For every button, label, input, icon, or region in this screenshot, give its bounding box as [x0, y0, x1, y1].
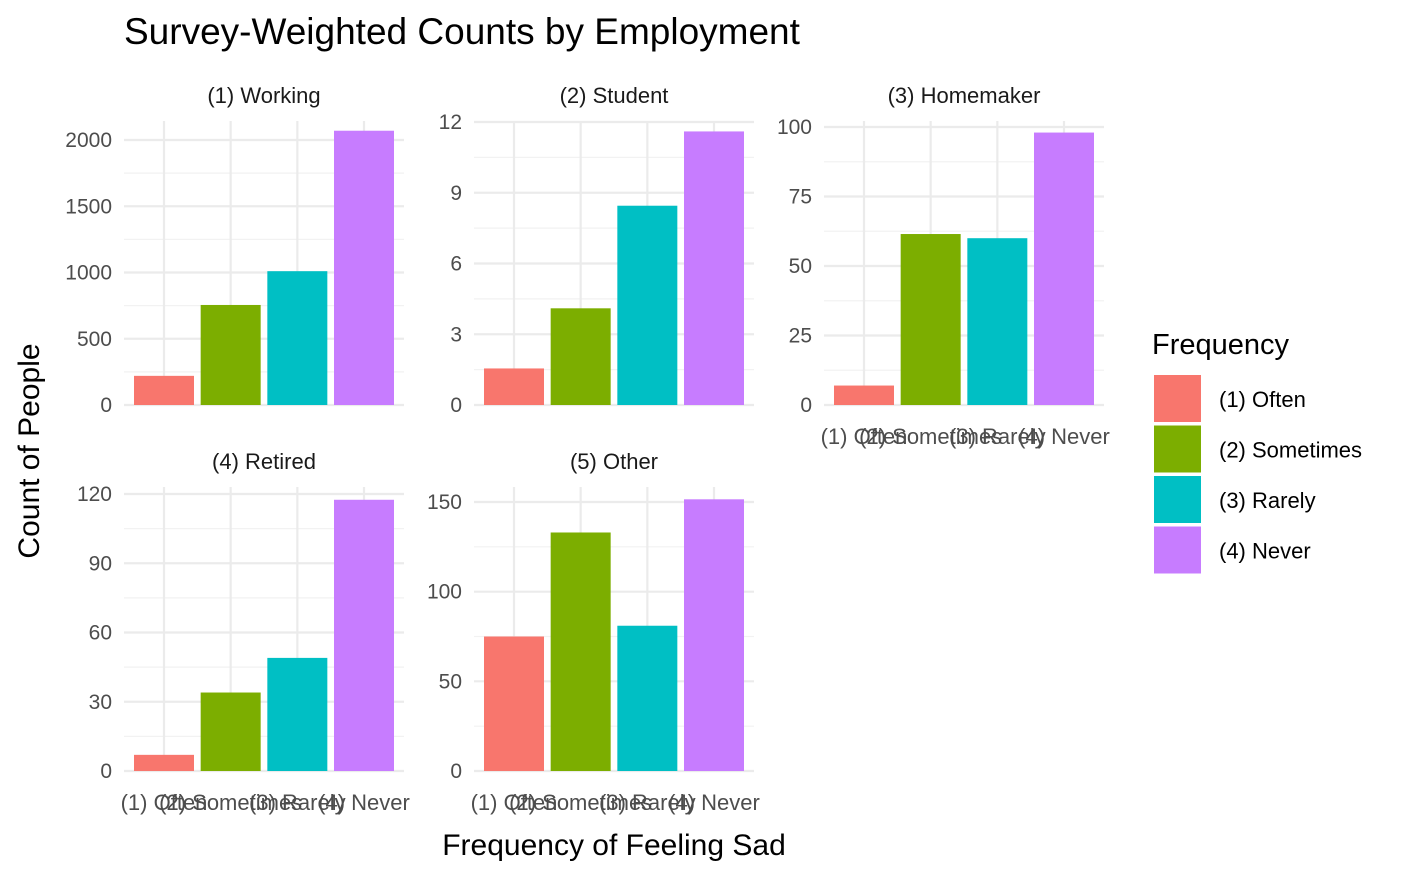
x-tick-label: (1) Often [121, 790, 208, 815]
facet-panel: 0 30 60 90 120 (4) Retired (1) Often(2) Someti… [77, 449, 410, 815]
facet-panel: 0 3 6 9 12 (2) Student [439, 83, 754, 417]
facet-strip-label: (2) Student [560, 83, 669, 108]
facet-panel: 0 25 50 75 100 (3) Homemaker (1) Often(2) Some… [777, 83, 1110, 449]
y-axis-title: Count of People [13, 343, 46, 558]
legend-key [1154, 526, 1201, 574]
y-tick-label: 2000 [65, 129, 112, 152]
y-tick-label: 150 [427, 491, 462, 514]
y-tick-label: 25 [789, 325, 812, 348]
x-tick-label: (4) Never [668, 790, 760, 815]
y-tick-label: 0 [100, 760, 112, 783]
y-tick-label: 500 [77, 328, 112, 351]
x-tick-label: (3) Rarely [249, 790, 346, 815]
y-tick-label: 12 [439, 111, 462, 134]
bar [484, 368, 544, 405]
y-tick-label: 50 [789, 255, 812, 278]
bar [200, 304, 261, 405]
bar [200, 692, 261, 771]
y-tick-label: 30 [89, 691, 112, 714]
y-tick-label: 90 [89, 552, 112, 575]
x-axis-title: Frequency of Feeling Sad [442, 829, 786, 862]
legend-title: Frequency [1152, 329, 1290, 361]
facet-panel: 0 500 1000 1500 2000 (1) Working [65, 83, 404, 417]
y-tick-label: 0 [800, 394, 812, 417]
bar [684, 499, 744, 771]
bar [967, 238, 1028, 405]
bar [134, 754, 194, 771]
y-tick-label: 60 [89, 622, 112, 645]
y-tick-label: 100 [427, 581, 462, 604]
bar [684, 131, 744, 405]
bar [834, 385, 894, 405]
facet-strip-label: (3) Homemaker [888, 83, 1041, 108]
facet-strip-label: (5) Other [570, 449, 658, 474]
chart-title: Survey-Weighted Counts by Employment [124, 11, 801, 52]
legend-label: (1) Often [1219, 387, 1306, 412]
x-tick-label: (3) Rarely [599, 790, 696, 815]
y-tick-label: 75 [789, 186, 812, 209]
legend-key [1154, 425, 1201, 473]
legend: Frequency (1) Often (2) Sometimes (3) Rare… [1152, 329, 1362, 574]
y-tick-label: 1000 [65, 262, 112, 285]
bar [617, 625, 678, 771]
legend-label: (3) Rarely [1219, 488, 1316, 513]
facet-panel: 0 50 100 150 (5) Other (1) Often(2) Sometimes… [427, 449, 760, 815]
y-tick-label: 0 [450, 760, 462, 783]
bar [334, 130, 394, 405]
bar [550, 532, 611, 771]
x-tick-label: (4) Never [1018, 424, 1110, 449]
y-tick-label: 1500 [65, 195, 112, 218]
y-tick-label: 6 [450, 253, 462, 276]
facet-strip-label: (1) Working [207, 83, 320, 108]
legend-key [1154, 476, 1201, 523]
x-tick-label: (4) Never [318, 790, 410, 815]
legend-label: (2) Sometimes [1219, 438, 1362, 463]
bar [334, 499, 394, 771]
y-tick-label: 0 [450, 394, 462, 417]
bar [267, 657, 328, 771]
x-tick-label: (1) Often [471, 790, 558, 815]
y-tick-label: 9 [450, 182, 462, 205]
y-tick-label: 0 [100, 394, 112, 417]
facet-strip-label: (4) Retired [212, 449, 316, 474]
y-tick-label: 3 [450, 323, 462, 346]
legend-label: (4) Never [1219, 539, 1311, 564]
bar [1034, 132, 1094, 405]
x-tick-label: (3) Rarely [949, 424, 1046, 449]
bar [617, 205, 678, 405]
legend-key [1154, 375, 1201, 422]
x-tick-label: (2) Sometimes [159, 790, 302, 815]
bar [550, 308, 611, 405]
y-tick-label: 120 [77, 483, 112, 506]
bar [267, 271, 328, 405]
y-tick-label: 100 [777, 116, 812, 139]
x-tick-label: (2) Sometimes [509, 790, 652, 815]
x-tick-label: (1) Often [821, 424, 908, 449]
bar [900, 234, 961, 405]
x-tick-label: (2) Sometimes [859, 424, 1002, 449]
bar [134, 375, 194, 405]
bar [484, 636, 544, 771]
y-tick-label: 50 [439, 670, 462, 693]
